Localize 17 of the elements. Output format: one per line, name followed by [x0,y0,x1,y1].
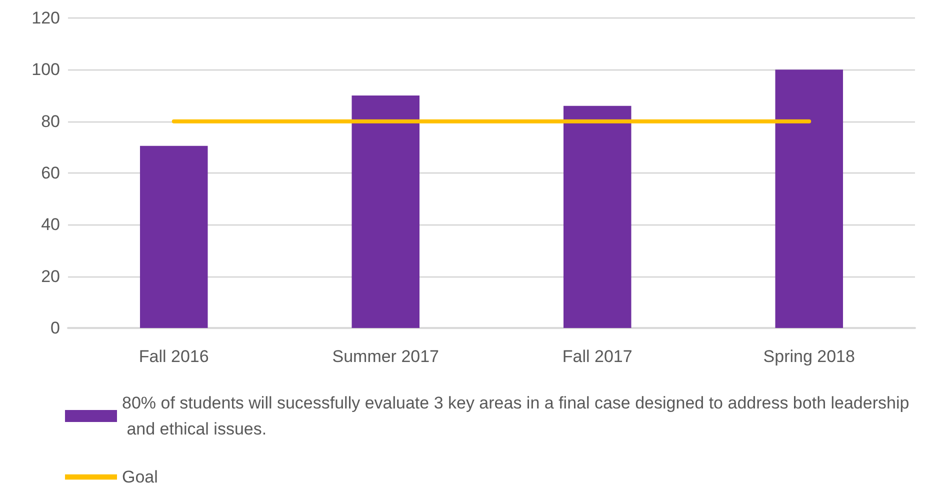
legend-label: Goal [122,468,158,486]
bar [140,146,208,328]
x-tick-label: Summer 2017 [332,347,440,366]
y-tick-label: 80 [41,112,60,131]
legend-label: 80% of students will sucessfully evaluate 3 key areas in a final case designed to address both leadership and ethical issues. [122,394,910,438]
bar [563,106,632,328]
bar [352,96,420,328]
y-tick-label: 100 [32,60,60,80]
bar [775,70,844,328]
y-tick-label: 0 [50,318,60,338]
y-tick-label: 20 [41,266,60,286]
x-tick-label: Spring 2018 [763,347,855,366]
x-tick-label: Fall 2017 [562,347,632,366]
y-tick-label: 120 [32,8,60,28]
y-tick-label: 40 [41,215,60,234]
x-tick-label: Fall 2016 [138,347,209,366]
y-tick-label: 60 [41,164,60,182]
